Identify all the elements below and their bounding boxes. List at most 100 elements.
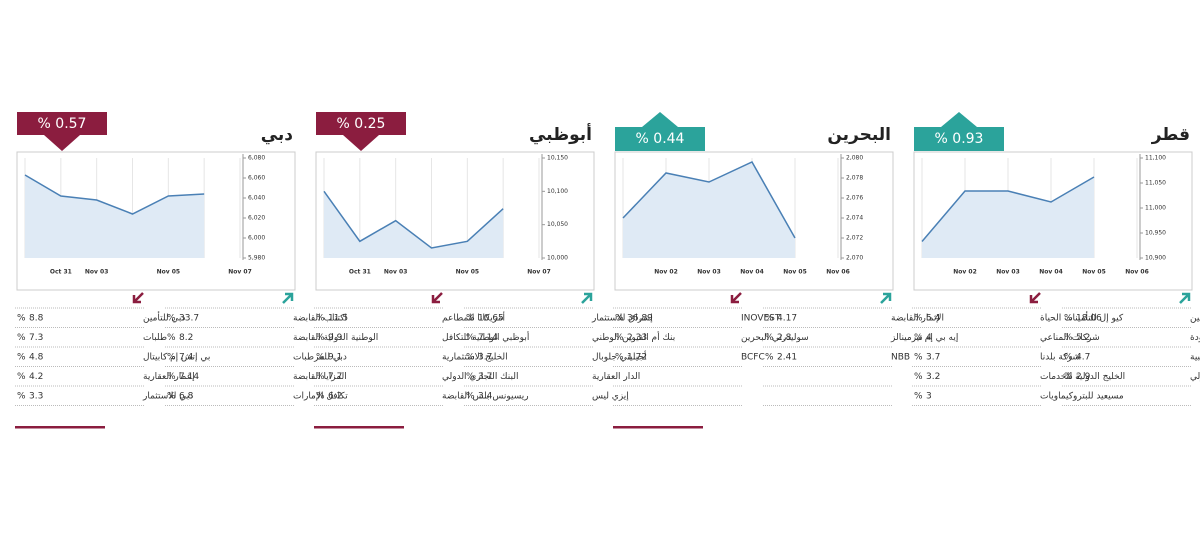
percent-sign: % <box>466 392 475 402</box>
losers-icon <box>431 292 443 304</box>
x-tick-label: Nov 04 <box>740 269 764 276</box>
area <box>25 175 205 258</box>
percent-sign: % <box>17 372 26 382</box>
gainers-icon <box>880 292 892 304</box>
y-tick-label: 11,000 <box>1145 205 1166 212</box>
stock-change: 5.4 <box>926 314 941 324</box>
stock-name: قطر لنقل الغاز المحدودة <box>1190 333 1200 343</box>
x-tick-label: Oct 31 <box>349 269 371 276</box>
stock-change: 3 <box>926 392 932 402</box>
stock-name: شركات المناعي <box>1040 333 1100 343</box>
stock-change: 9.1 <box>328 353 342 363</box>
stock-change: 2.8 <box>777 333 792 343</box>
stock-name: تكافل الإمارات <box>293 392 348 402</box>
percent-sign: % <box>17 392 26 402</box>
stock-name: إيه بي إم تيرمينالز <box>890 333 958 343</box>
stock-change: 2.9 <box>1076 372 1091 382</box>
stock-change: 7.14 <box>478 333 498 343</box>
stock-change: 9.9 <box>328 333 343 343</box>
stock-change: 6.2 <box>328 392 342 402</box>
market-title: أبوظبي <box>529 123 592 145</box>
stock-change: 10.65 <box>478 314 504 324</box>
percent-sign: % <box>316 372 325 382</box>
x-tick-label: Nov 05 <box>157 269 181 276</box>
gainers-icon <box>581 292 593 304</box>
percent-sign: % <box>765 314 774 324</box>
stock-name: المزايا القابضة <box>293 372 347 382</box>
y-tick-label: 6,000 <box>248 235 265 242</box>
stock-change: 7.3 <box>29 333 43 343</box>
percent-sign: % <box>914 314 923 324</box>
stock-name: شركة بلدنا <box>1040 353 1080 363</box>
stock-name: مسيعيد للبتروكيماويات <box>1040 392 1124 402</box>
y-tick-label: 11,100 <box>1145 155 1166 162</box>
gainers-icon <box>282 292 294 304</box>
accent-bar <box>15 426 105 429</box>
stock-name: القطرية العامة للتأمين <box>1190 311 1200 324</box>
stock-change: 2.33 <box>627 333 647 343</box>
stock-name: اكتتاب القابضة <box>293 314 347 324</box>
percent-sign: % <box>1064 372 1073 382</box>
stock-name: الخليج الدولية للخدمات <box>1040 372 1125 382</box>
y-tick-label: 5,980 <box>248 255 265 262</box>
x-tick-label: Nov 07 <box>228 269 252 276</box>
stock-name: أمريكانا للمطاعم <box>442 312 505 324</box>
percent-sign: % <box>17 314 26 324</box>
y-tick-label: 10,150 <box>547 155 568 162</box>
stock-change: 8.2 <box>179 333 193 343</box>
stock-name: طلبات <box>143 333 167 343</box>
stock-change: 3.4 <box>478 392 493 402</box>
y-tick-label: 10,050 <box>547 221 568 228</box>
stock-name: دبي للاستثمار <box>142 392 193 402</box>
accent-bar <box>314 426 404 429</box>
x-tick-label: Nov 05 <box>456 269 480 276</box>
x-tick-label: Nov 02 <box>953 269 977 276</box>
percent-sign: % <box>765 353 774 363</box>
stock-name: أبوظبي الوطنية للتكافل <box>442 331 529 343</box>
stock-name: إشراق للاستثمار <box>591 314 653 324</box>
percent-sign: % <box>316 314 325 324</box>
percent-sign: % <box>765 333 774 343</box>
x-tick-label: Nov 07 <box>527 269 551 276</box>
stock-change: 7.14 <box>179 372 199 382</box>
percent-sign: % <box>914 353 923 363</box>
market-title: قطر <box>1151 125 1190 145</box>
y-tick-label: 10,100 <box>547 188 568 195</box>
y-tick-label: 2,072 <box>846 235 863 242</box>
chart-frame <box>315 151 595 291</box>
stock-name: INOVEST <box>741 314 781 324</box>
y-tick-label: 6,080 <box>248 155 265 162</box>
x-tick-label: Nov 03 <box>697 269 721 276</box>
percent-sign: % <box>167 392 176 402</box>
y-tick-label: 6,060 <box>248 175 265 182</box>
stock-name: سوليدرتي البحرين <box>741 333 809 343</box>
x-tick-label: Nov 03 <box>384 269 408 276</box>
stock-change: 3.7 <box>478 372 492 382</box>
percent-sign: % <box>466 333 475 343</box>
percent-sign: % <box>914 392 923 402</box>
percent-sign: % <box>167 333 176 343</box>
stock-change: 36.89 <box>627 314 653 324</box>
percent-sign: % <box>316 353 325 363</box>
y-tick-label: 2,078 <box>846 175 863 182</box>
percent-sign: % <box>17 353 26 363</box>
stock-change: 4.17 <box>777 314 797 324</box>
stock-name: الخليج الاستثمارية <box>442 353 508 363</box>
stock-change: 4.2 <box>29 372 43 382</box>
y-tick-label: 10,000 <box>547 255 568 262</box>
change-value: % 0.44 <box>636 131 685 147</box>
losers-icon <box>132 292 144 304</box>
stock-name: كيو إل للتأمينات الحياة <box>1040 311 1124 324</box>
x-tick-label: Nov 06 <box>1125 269 1149 276</box>
percent-sign: % <box>316 333 325 343</box>
y-tick-label: 6,020 <box>248 215 265 222</box>
stock-name: القطرية الألمانية للمستلزمات الطبية <box>1190 351 1200 363</box>
stock-change: 3.2 <box>926 372 940 382</box>
change-value: % 0.93 <box>935 131 984 147</box>
stock-name: الوطنية الدولية القابضة <box>293 333 378 343</box>
y-tick-label: 6,040 <box>248 195 265 202</box>
y-tick-label: 2,076 <box>846 195 863 202</box>
losers-icon <box>730 292 742 304</box>
x-tick-label: Nov 04 <box>1039 269 1063 276</box>
